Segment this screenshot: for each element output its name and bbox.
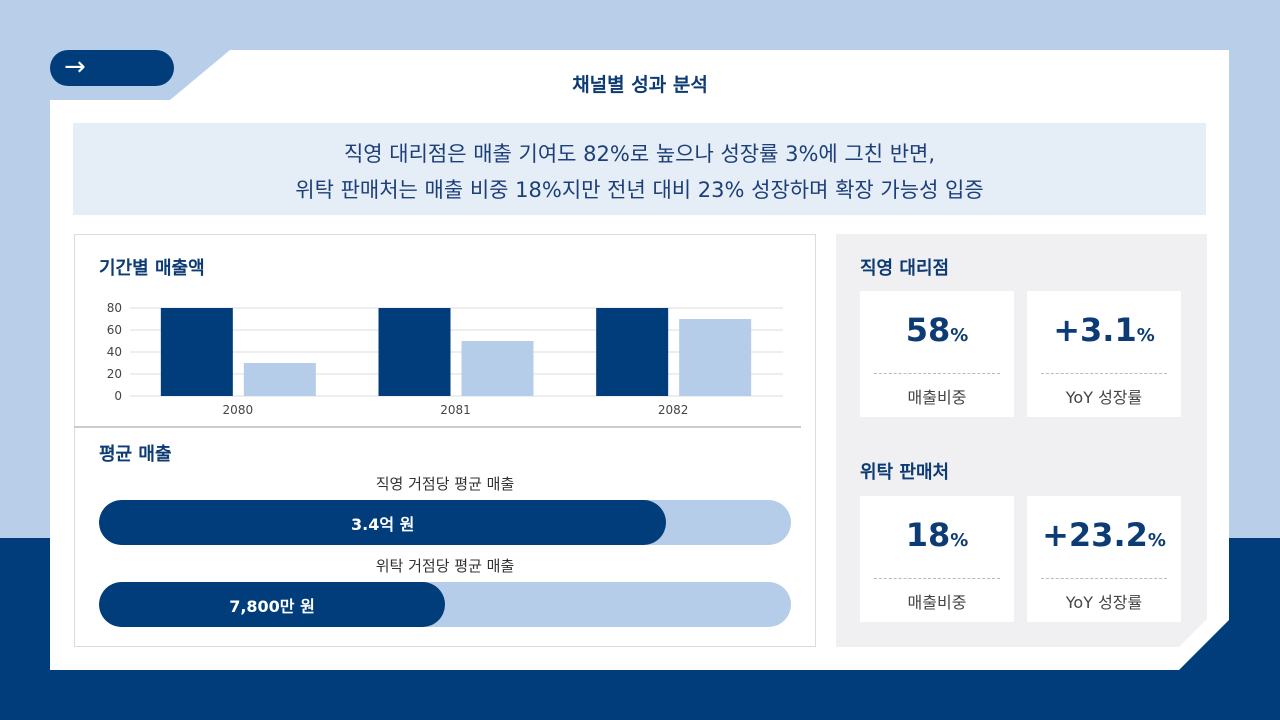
bar [461, 341, 534, 396]
kpi-card: 18% 매출비중 [860, 496, 1014, 622]
y-tick-label: 40 [107, 345, 122, 359]
kpi-label: 매출비중 [907, 388, 967, 407]
average-title: 평균 매출 [99, 444, 172, 465]
progress-bar-direct: 3.4억 원 [99, 500, 791, 545]
x-tick-label: 2081 [440, 403, 471, 417]
bar [679, 319, 752, 396]
x-tick-label: 2082 [658, 403, 689, 417]
bar-label: 위탁 거점당 평균 매출 [375, 557, 515, 575]
kpi-card: 58% 매출비중 [860, 291, 1014, 417]
y-tick-label: 0 [114, 389, 122, 403]
chart-title: 기간별 매출액 [99, 258, 205, 279]
bar-label: 직영 거점당 평균 매출 [375, 475, 515, 493]
kpi-value: 18% [905, 516, 969, 554]
progress-fill: 3.4억 원 [99, 500, 667, 545]
next-button[interactable]: → [50, 50, 174, 86]
kpi-label: 매출비중 [907, 593, 967, 612]
x-tick-label: 2080 [223, 403, 254, 417]
bar [243, 363, 316, 396]
kpi-value: 58% [905, 311, 969, 349]
bar [160, 308, 233, 396]
arrow-right-icon: → [64, 52, 86, 82]
y-tick-label: 20 [107, 367, 122, 381]
progress-fill: 7,800만 원 [99, 582, 445, 627]
channel-title: 직영 대리점 [860, 258, 950, 279]
kpi-value: +3.1% [1053, 311, 1155, 349]
channel-title: 위탁 판매처 [860, 462, 950, 483]
kpi-label: YoY 성장률 [1065, 388, 1143, 407]
sales-panel [74, 234, 816, 647]
kpi-card: +23.2% YoY 성장률 [1027, 496, 1181, 622]
divider [74, 426, 801, 428]
kpi-value: +23.2% [1042, 516, 1166, 554]
y-tick-label: 60 [107, 323, 122, 337]
summary-line: 직영 대리점은 매출 기여도 82%로 높으나 성장률 3%에 그친 반면, [343, 142, 936, 166]
page-title: 채널별 성과 분석 [572, 74, 708, 96]
y-tick-label: 80 [107, 301, 122, 315]
bar [378, 308, 451, 396]
kpi-label: YoY 성장률 [1065, 593, 1143, 612]
summary-box: 직영 대리점은 매출 기여도 82%로 높으나 성장률 3%에 그친 반면, 위… [73, 123, 1206, 215]
bar [596, 308, 669, 396]
kpi-card: +3.1% YoY 성장률 [1027, 291, 1181, 417]
progress-bar-consign: 7,800만 원 [99, 582, 791, 627]
summary-line: 위탁 판매처는 매출 비중 18%지만 전년 대비 23% 성장하며 확장 가능… [295, 178, 984, 202]
